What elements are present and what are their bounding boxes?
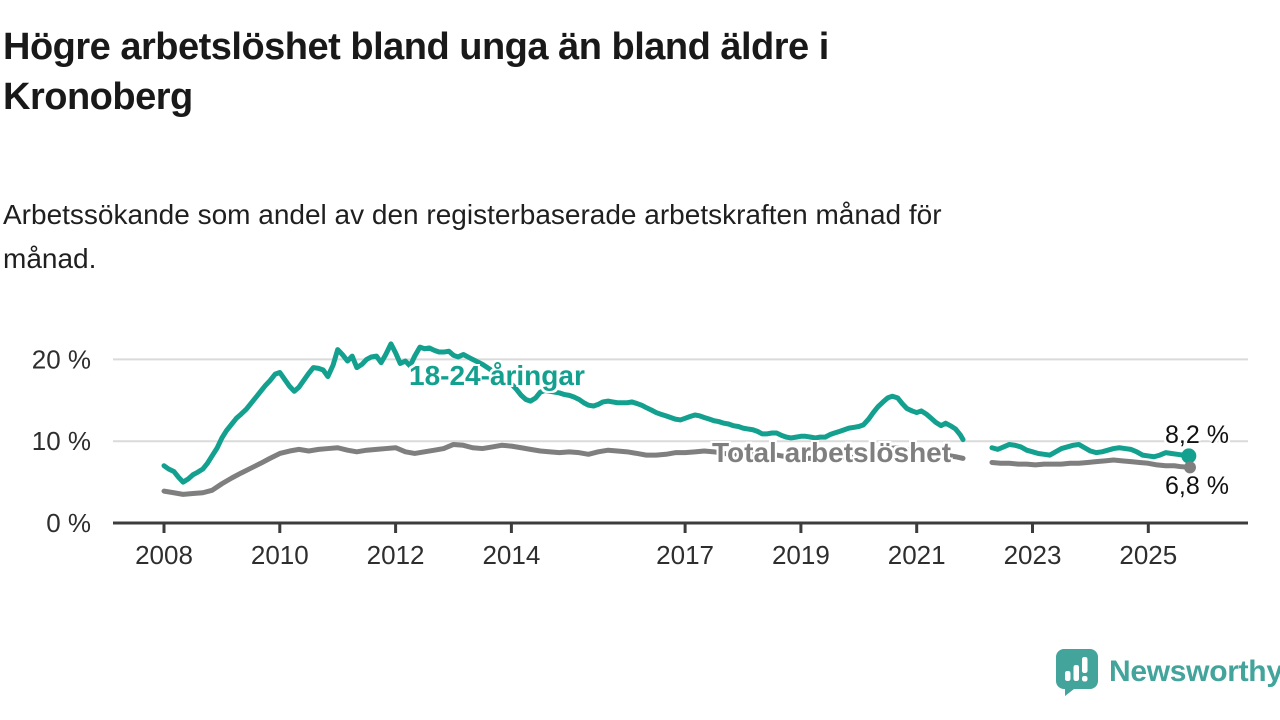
chart-title-line-1: Högre arbetslöshet bland unga än bland ä… [3,26,829,68]
chart-subtitle-line-1: Arbetssökande som andel av den registerb… [3,199,942,230]
series-label-total: Total arbetslöshet [712,437,952,468]
x-tick-label: 2023 [1004,540,1062,570]
series-line [989,457,1193,470]
x-tick-label: 2021 [888,540,946,570]
y-tick-label: 0 % [46,508,91,538]
series-end-dot [1181,448,1197,464]
x-tick-label: 2019 [772,540,830,570]
series-end-dot [1183,461,1196,474]
x-tick-label: 2010 [251,540,309,570]
x-tick-label: 2025 [1119,540,1177,570]
x-tick-label: 2012 [367,540,425,570]
newsworthy-logo-text: Newsworthy [1109,654,1280,688]
newsworthy-logo: Newsworthy [1054,647,1280,696]
series-line [161,441,966,497]
y-tick-label: 20 % [32,344,91,374]
value-label-total: 6,8 % [1165,472,1229,500]
series-line [989,441,1192,460]
chart-subtitle: Arbetssökande som andel av den registerb… [3,193,1203,281]
y-tick-label: 10 % [32,426,91,456]
series-line [161,341,966,485]
speech-bubble-bar-chart-icon [1056,649,1098,696]
chart-title: Högre arbetslöshet bland unga än bland ä… [3,22,1123,122]
x-tick-label: 2017 [656,540,714,570]
chart-subtitle-line-2: månad. [3,243,97,274]
chart-title-line-2: Kronoberg [3,76,193,118]
x-tick-label: 2008 [135,540,193,570]
x-tick-label: 2014 [482,540,540,570]
value-label-young: 8,2 % [1165,421,1229,449]
series-label-young: 18-24-åringar [409,360,585,391]
